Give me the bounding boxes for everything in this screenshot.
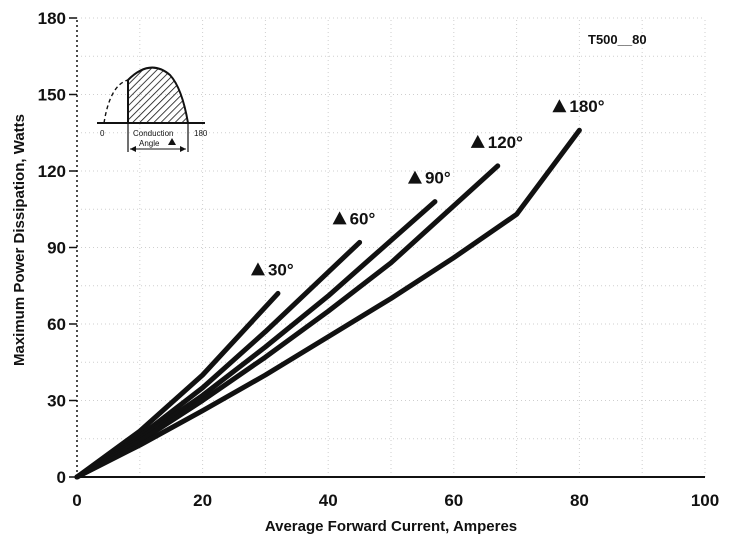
y-axis-title: Maximum Power Dissipation, Watts xyxy=(11,114,28,366)
curve-label: 60° xyxy=(350,209,376,228)
delta-icon xyxy=(332,211,347,225)
y-tick-label: 120 xyxy=(38,162,66,181)
y-tick-label: 90 xyxy=(47,239,66,258)
x-tick-label: 100 xyxy=(691,491,719,510)
delta-icon xyxy=(250,262,265,276)
x-tick-label: 20 xyxy=(193,491,212,510)
delta-icon xyxy=(407,170,422,184)
y-tick-labels: 0 30 60 90 120 150 180 xyxy=(38,9,77,487)
grid xyxy=(77,17,706,477)
x-tick-label: 80 xyxy=(570,491,589,510)
curve-120deg xyxy=(74,163,501,480)
delta-icon xyxy=(470,134,485,148)
inset-caption-line1: Conduction xyxy=(133,129,173,138)
y-tick-label: 0 xyxy=(57,468,66,487)
curve-label: 180° xyxy=(569,97,604,116)
x-tick-label: 40 xyxy=(319,491,338,510)
inset-dashed-curve xyxy=(103,79,129,124)
curve-label: 30° xyxy=(268,260,294,279)
x-tick-label: 0 xyxy=(72,491,81,510)
y-tick-label: 180 xyxy=(38,9,66,28)
inset-arrowheads xyxy=(130,146,186,152)
conduction-angle-inset: 0 180 Conduction Angle xyxy=(97,66,208,152)
curves xyxy=(74,127,582,480)
x-tick-labels: 0 20 40 60 80 100 xyxy=(72,491,719,510)
curve-label: 120° xyxy=(488,133,523,152)
y-tick-label: 60 xyxy=(47,315,66,334)
inset-left-label: 0 xyxy=(100,129,105,138)
curve-180deg xyxy=(74,127,582,480)
curve-label: 90° xyxy=(425,169,451,188)
inset-hatched-waveform xyxy=(127,66,190,124)
y-tick-label: 150 xyxy=(38,86,66,105)
part-number-label: T500__80 xyxy=(588,32,647,47)
inset-right-label: 180 xyxy=(194,129,208,138)
y-tick-label: 30 xyxy=(47,392,66,411)
curve-labels: 30° 60° 90° 120° 180° xyxy=(250,97,605,279)
inset-caption-line2: Angle xyxy=(139,139,160,148)
x-tick-label: 60 xyxy=(444,491,463,510)
delta-icon xyxy=(552,99,567,113)
inset-delta-icon xyxy=(168,138,176,145)
x-axis-title: Average Forward Current, Amperes xyxy=(265,518,517,535)
